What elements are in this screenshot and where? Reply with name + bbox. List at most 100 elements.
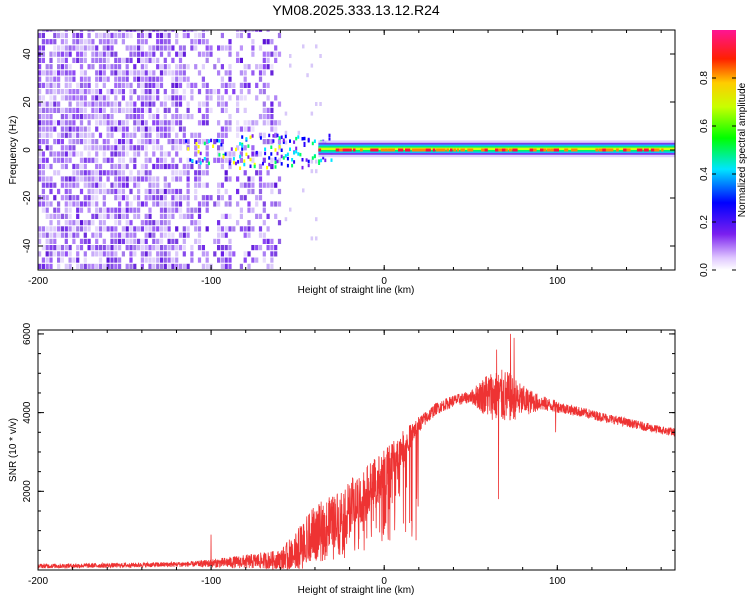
spectrogram-noise-cell (274, 213, 278, 219)
spectrogram-noise-cell (197, 107, 202, 113)
spectrogram-noise-cell (152, 163, 156, 170)
spectrogram-peak-cell (626, 148, 631, 152)
spectrogram-noise-cell (72, 45, 76, 51)
spectrogram-noise-cell (270, 139, 274, 145)
spectrogram-noise-cell (167, 207, 171, 213)
spectrogram-signal-cell (324, 158, 327, 163)
spectrogram-noise-cell (76, 220, 80, 226)
spectrogram-noise-cell (217, 89, 221, 95)
spectrogram-peak-cell (398, 148, 404, 152)
spectrogram-noise-cell (243, 64, 247, 70)
snr-series-line (38, 333, 675, 570)
spectrogram-noise-cell (205, 82, 209, 88)
spectrogram-noise-cell (68, 213, 72, 219)
spectrogram-noise-cell (57, 157, 61, 163)
spectrogram-noise-cell (68, 220, 72, 226)
spectrogram-noise-cell (87, 176, 91, 182)
spectrogram-noise-cell (45, 213, 49, 219)
spectrogram-noise-cell (137, 245, 141, 251)
spectrogram-noise-cell (144, 76, 148, 82)
spectrogram-noise-cell (144, 251, 148, 257)
spectrogram-noise-cell (53, 157, 57, 163)
spectrogram-noise-cell (167, 70, 171, 76)
chart-title: YM08.2025.333.13.12.R24 (272, 2, 440, 18)
spectrogram-noise-cell (79, 139, 84, 145)
spectrogram-noise-cell (217, 120, 221, 126)
spectrogram-signal-cell (291, 163, 294, 168)
spectrogram-noise-cell (129, 220, 133, 226)
spectrogram-noise-cell (91, 188, 95, 195)
spectrogram-noise-cell (137, 70, 141, 76)
spectrogram-signal-cell (328, 137, 331, 141)
spectrogram-noise-cell (83, 157, 87, 163)
spectrogram-noise-cell (182, 76, 186, 82)
spectrogram-noise-cell (121, 195, 125, 201)
spectrogram-noise-cell (201, 82, 205, 88)
spectrogram-noise-cell (41, 245, 45, 251)
spectrogram-noise-cell (91, 263, 95, 269)
spectrogram-noise-cell (57, 101, 61, 107)
spectrogram-noise-cell (274, 51, 278, 57)
spectrogram-noise-cell (144, 82, 148, 88)
spectrogram-noise-cell (236, 51, 240, 57)
spectrogram-noise-cell (83, 132, 87, 138)
spectrogram-noise-cell (121, 57, 125, 63)
spectrogram-noise-cell (64, 263, 68, 269)
spectrogram-signal-cell (201, 158, 204, 163)
spectrogram-noise-cell (49, 245, 53, 251)
spectrogram-signal-cell (295, 136, 298, 141)
spectrogram-noise-cell (76, 232, 80, 238)
spectrogram-noise-cell (159, 207, 164, 213)
spectrogram-noise-cell (129, 145, 133, 151)
spectrogram-noise-cell (60, 132, 64, 138)
spectrogram-noise-cell (201, 170, 205, 176)
spectrogram-noise-cell (175, 245, 179, 251)
spectrogram-noise-cell (144, 145, 148, 151)
spectrogram-noise-cell (140, 257, 144, 263)
spectrogram-noise-cell (228, 76, 232, 82)
spectrogram-noise-cell (140, 70, 144, 76)
spectrogram-peak-cell (439, 148, 445, 152)
spectrogram-noise-cell (167, 120, 171, 126)
spectrogram-noise-cell (144, 32, 148, 39)
spectrogram-peak-cell (508, 148, 512, 152)
spectrogram-noise-cell (171, 57, 175, 63)
spectrogram-noise-cell (98, 226, 103, 232)
spectrogram-noise-cell (133, 163, 137, 170)
spectrogram-noise-cell (110, 213, 114, 219)
spectrogram-noise-cell (110, 226, 114, 232)
spectrogram-noise-cell (91, 139, 95, 145)
spectrogram-noise-cell (243, 82, 247, 88)
spectrogram-signal-cell (307, 163, 310, 168)
spectrogram-noise-cell (68, 182, 72, 188)
spectrogram-noise-cell (178, 245, 183, 251)
spectrogram-signal-cell (282, 156, 285, 160)
spectrogram-noise-cell (87, 139, 91, 145)
spectrogram-noise-cell (87, 157, 91, 163)
spectrogram-noise-cell (133, 238, 137, 244)
spectrogram-noise-cell (205, 263, 209, 269)
spectrogram-noise-cell (182, 114, 186, 120)
spectrogram-noise-cell (213, 89, 217, 95)
spectrogram-noise-cell (83, 163, 87, 170)
spectrogram-noise-cell (186, 188, 190, 195)
spectrogram-noise-cell (197, 182, 202, 188)
spectrogram-noise-cell (129, 207, 133, 213)
spectrogram-noise-cell (87, 238, 91, 244)
spectrogram-noise-cell (152, 76, 156, 82)
spectrogram-noise-cell (163, 182, 167, 188)
spectrogram-noise-cell (57, 89, 61, 95)
spectrogram-signal-cell (251, 152, 254, 156)
spectrogram-noise-cell (79, 220, 84, 226)
spectrogram-noise-cell (274, 132, 278, 138)
spectrogram-noise-cell (49, 39, 53, 45)
spectrogram-noise-cell (156, 163, 160, 170)
spectrogram-noise-cell (167, 238, 171, 244)
spectrogram-noise-cell (83, 251, 87, 257)
spectrogram-noise-cell (217, 70, 221, 76)
spectrogram-noise-cell (91, 30, 95, 32)
spectrogram-noise-cell (45, 201, 49, 207)
spectrogram-noise-cell (98, 170, 103, 176)
spectrogram-noise-cell (277, 220, 282, 226)
